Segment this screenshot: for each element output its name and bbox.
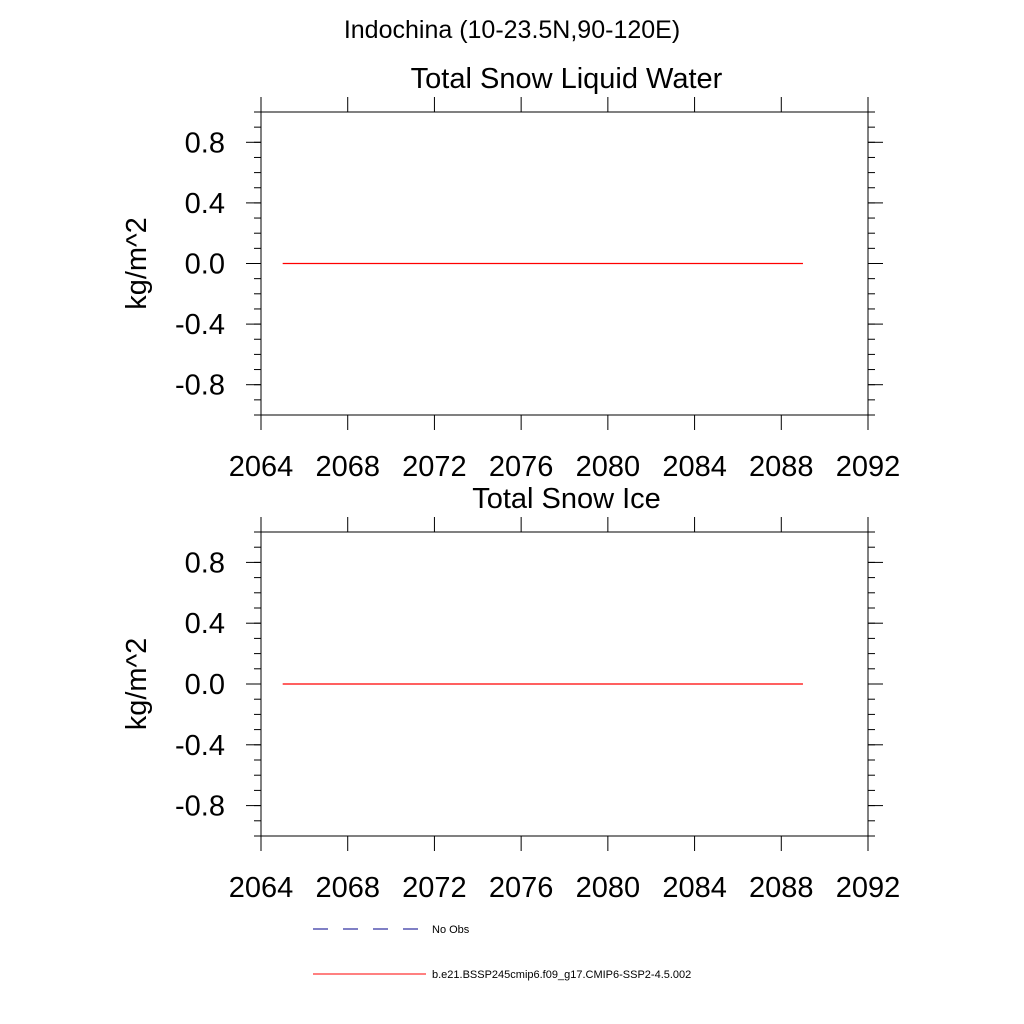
- y-tick-label: -0.4: [175, 730, 225, 762]
- x-tick-label: 2076: [489, 451, 554, 483]
- y-tick-label: 0.0: [185, 669, 225, 701]
- legend-label: No Obs: [432, 924, 470, 936]
- x-tick-label: 2072: [402, 872, 467, 904]
- y-tick-label: 0.4: [185, 608, 225, 640]
- y-tick-label: 0.4: [185, 188, 225, 220]
- chart-panel-snow-liquid-water: Total Snow Liquid Water 2064 2068 2072 2076 2…: [121, 63, 900, 483]
- x-tick-label: 2072: [402, 451, 467, 483]
- x-tick-label: 2080: [576, 451, 641, 483]
- y-tick-label: -0.8: [175, 791, 225, 823]
- y-tick-label: 0.8: [185, 547, 225, 579]
- panel-title: Total Snow Liquid Water: [411, 63, 723, 95]
- figure-title: Indochina (10-23.5N,90-120E): [343, 16, 681, 44]
- x-tick-label: 2064: [229, 872, 294, 904]
- x-tick-label: 2068: [315, 451, 380, 483]
- legend-label: b.e21.BSSP245cmip6.f09_g17.CMIP6-SSP2-4.…: [432, 969, 691, 981]
- chart-legend: No Obs b.e21.BSSP245cmip6.f09_g17.CMIP6-S…: [313, 924, 691, 981]
- panel-title: Total Snow Ice: [472, 483, 661, 515]
- x-tick-label: 2088: [749, 451, 814, 483]
- x-tick-label: 2084: [662, 872, 727, 904]
- y-tick-label: -0.4: [175, 309, 225, 341]
- x-tick-label: 2076: [489, 872, 554, 904]
- x-tick-label: 2064: [229, 451, 294, 483]
- y-tick-label: -0.8: [175, 370, 225, 402]
- y-tick-label: 0.8: [185, 127, 225, 159]
- x-tick-label: 2080: [576, 872, 641, 904]
- x-tick-label: 2092: [836, 451, 901, 483]
- x-tick-label: 2092: [836, 872, 901, 904]
- chart-panel-snow-ice: Total Snow Ice 2064 2068 2072 2076 2080 2084 20…: [121, 483, 900, 904]
- y-tick-label: 0.0: [185, 249, 225, 281]
- y-axis-label: kg/m^2: [121, 217, 153, 310]
- x-tick-label: 2068: [315, 872, 380, 904]
- x-tick-label: 2084: [662, 451, 727, 483]
- y-axis-label: kg/m^2: [121, 638, 153, 731]
- x-tick-label: 2088: [749, 872, 814, 904]
